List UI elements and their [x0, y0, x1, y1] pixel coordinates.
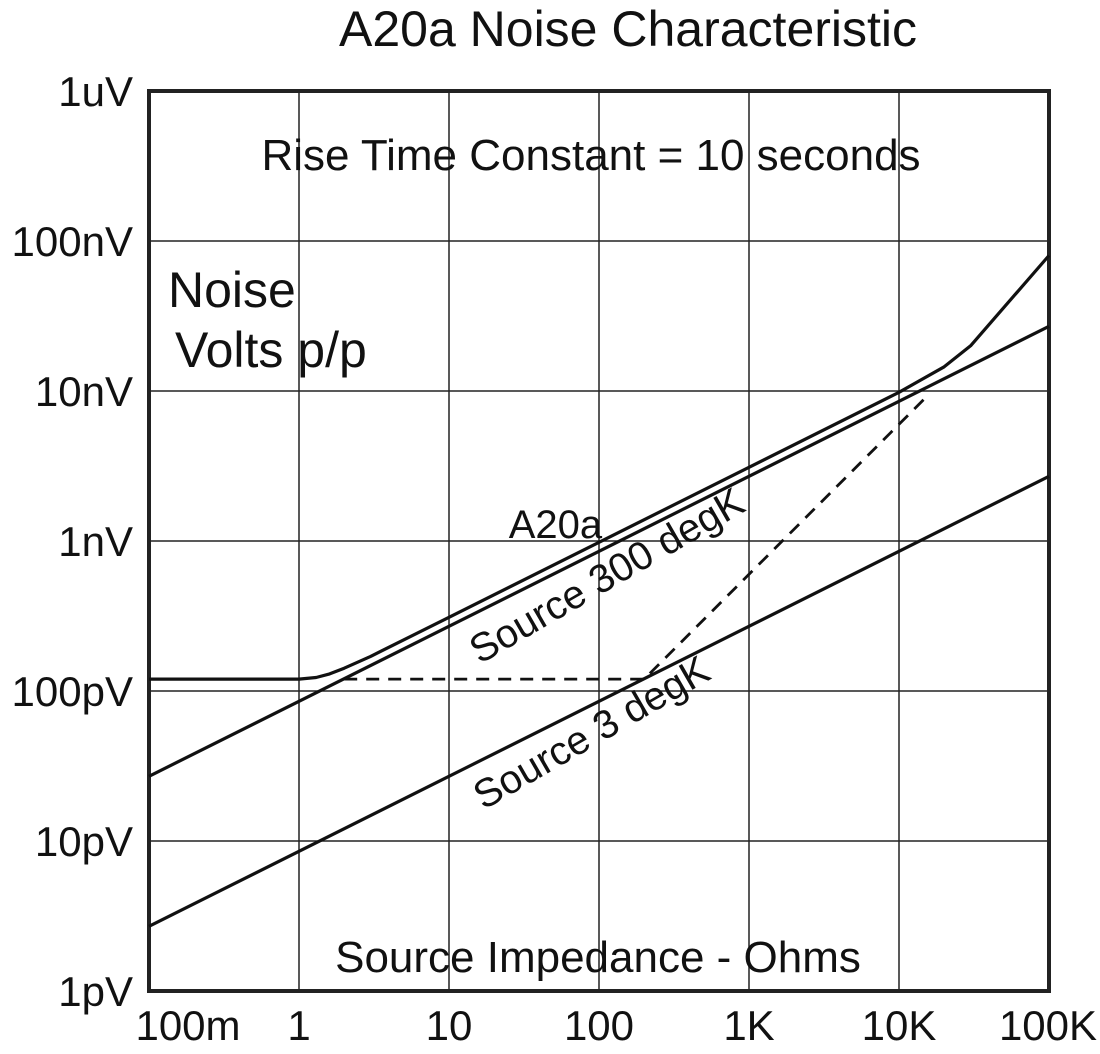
y-tick-label: 1pV: [58, 968, 133, 1015]
y-tick-label: 100nV: [12, 218, 133, 265]
annotation-a20a: A20a: [509, 503, 603, 547]
x-tick-label: 100m: [135, 1002, 240, 1049]
annotation-source-300-degk: Source 300 degK: [462, 480, 752, 673]
series-line-source-3-degk: [148, 474, 1050, 928]
x-tick-label: 1K: [723, 1002, 774, 1049]
y-axis-label-line2: Volts p/p: [175, 322, 367, 378]
y-tick-label: 10nV: [35, 368, 133, 415]
series-line-a20a: [149, 254, 1051, 681]
x-tick-label: 10K: [862, 1002, 937, 1049]
x-tick-label: 100: [564, 1002, 634, 1049]
annotation-source-3-degk: Source 3 degK: [466, 648, 717, 819]
x-tick-label: 10: [426, 1002, 473, 1049]
y-tick-label: 100pV: [12, 668, 133, 715]
chart-title: A20a Noise Characteristic: [339, 1, 917, 57]
x-tick-label: 100K: [999, 1002, 1097, 1049]
series-line-source-300-degk: [148, 324, 1050, 778]
plot-frame: [147, 89, 1051, 993]
series-layer: [148, 254, 1051, 928]
x-axis-label: Source Impedance - Ohms: [335, 933, 861, 982]
x-tick-label: 1: [287, 1002, 310, 1049]
y-axis-label-line1: Noise: [168, 262, 296, 318]
series-line-dashed-3: [344, 396, 927, 681]
y-tick-label: 10pV: [35, 818, 133, 865]
y-tick-label: 1uV: [58, 68, 133, 115]
y-tick-label: 1nV: [58, 518, 133, 565]
axis-labels: 100m 1 10 100 1K 10K 100K 1pV 10pV 100pV 1nV 10nV 10…: [12, 68, 1098, 1049]
chart-subtitle: Rise Time Constant = 10 seconds: [261, 131, 920, 180]
